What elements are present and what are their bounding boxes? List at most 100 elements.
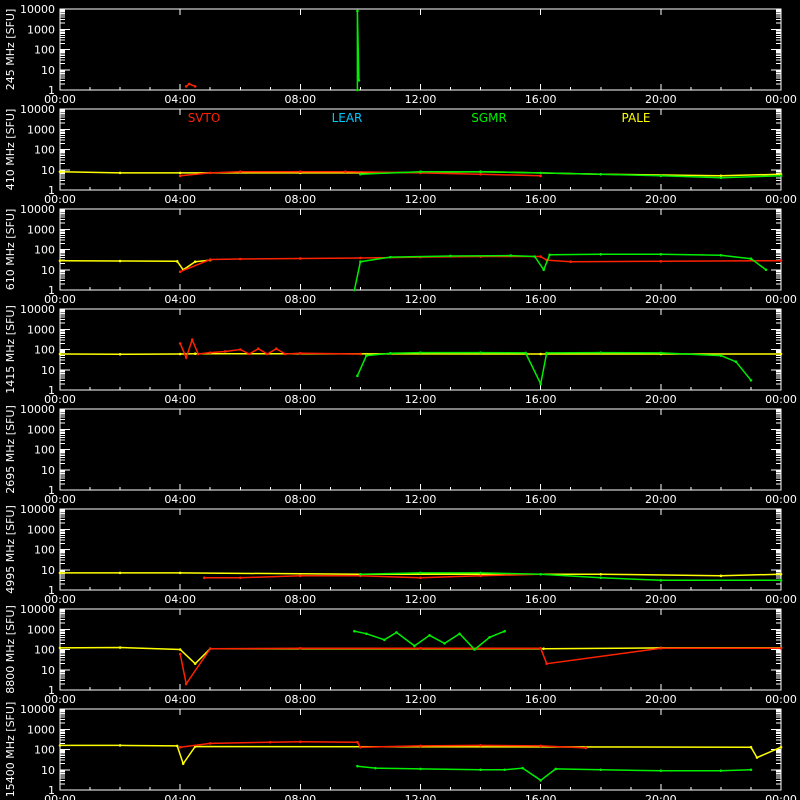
data-point-svto: [284, 352, 287, 356]
data-point-svto: [584, 746, 588, 750]
data-point-sgmr: [419, 571, 422, 575]
data-point-sgmr: [779, 579, 783, 582]
series-line-sgmr: [360, 170, 782, 179]
data-point-sgmr: [374, 766, 377, 770]
panel-7: 1 10 100 1000 10000 00:00 04:00 08:00 12:00 16:00…: [4, 603, 797, 706]
x-tick-label: 16:00: [525, 93, 557, 106]
data-point-svto: [238, 257, 242, 261]
y-tick-label: 10000: [20, 503, 55, 516]
x-tick-label: 00:00: [765, 193, 797, 206]
x-tick-label: 00:00: [765, 493, 797, 506]
y-tick-label: 10000: [20, 603, 55, 616]
x-tick-label: 12:00: [405, 293, 437, 306]
y-axis-label: 245 MHz [SFU]: [4, 9, 17, 90]
data-point-sgmr: [479, 768, 482, 772]
data-point-svto: [178, 745, 182, 749]
data-point-sgmr: [533, 255, 536, 258]
data-point-sgmr: [659, 769, 663, 772]
x-tick-label: 12:00: [405, 393, 437, 406]
y-tick-label: 100: [34, 344, 55, 357]
data-point-pale: [749, 745, 753, 749]
y-tick-label: 10000: [20, 303, 55, 316]
data-point-sgmr: [458, 632, 461, 636]
data-point-svto: [299, 351, 302, 355]
x-tick-label: 16:00: [525, 393, 557, 406]
data-point-pale: [58, 744, 62, 747]
data-point-svto: [238, 348, 242, 351]
x-tick-label: 00:00: [765, 593, 797, 606]
data-point-sgmr: [539, 572, 542, 576]
y-tick-label: 1: [48, 284, 55, 297]
data-point-svto: [265, 352, 269, 356]
series-line-sgmr: [357, 765, 752, 782]
y-axis-label: 15400 MHz [SFU]: [4, 702, 17, 797]
data-point-sgmr: [365, 632, 368, 636]
data-point-sgmr: [539, 779, 542, 782]
data-point-sgmr: [359, 260, 362, 263]
data-point-svto: [208, 171, 212, 175]
data-point-svto: [299, 574, 302, 578]
data-point-pale: [118, 259, 122, 263]
x-tick-label: 12:00: [405, 693, 437, 706]
data-point-sgmr: [356, 374, 359, 378]
data-point-sgmr: [359, 572, 362, 576]
data-point-sgmr: [659, 351, 663, 355]
data-point-svto: [479, 574, 482, 578]
data-point-svto: [539, 174, 542, 178]
data-point-sgmr: [356, 764, 359, 768]
series-line-pale: [59, 646, 781, 665]
data-point-pale: [193, 662, 197, 665]
y-tick-label: 1: [48, 784, 55, 797]
data-point-sgmr: [488, 636, 491, 639]
y-axis-label: 610 MHz [SFU]: [4, 209, 17, 290]
y-tick-label: 10: [41, 64, 55, 77]
x-tick-label: 20:00: [645, 293, 677, 306]
x-tick-label: 00:00: [44, 393, 76, 406]
y-tick-label: 10: [41, 364, 55, 377]
data-point-pale: [779, 572, 783, 576]
data-point-svto: [539, 646, 542, 650]
data-point-svto: [268, 740, 272, 744]
x-tick-label: 04:00: [164, 693, 196, 706]
data-point-svto: [299, 257, 302, 260]
x-tick-label: 04:00: [164, 393, 196, 406]
y-tick-label: 100: [34, 44, 55, 57]
series-line-pale: [60, 744, 782, 766]
data-point-sgmr: [749, 257, 753, 261]
y-tick-label: 100: [34, 244, 55, 257]
y-axis-label: 8800 MHz [SFU]: [4, 605, 17, 693]
data-point-sgmr: [719, 769, 723, 772]
series-line-pale: [60, 572, 782, 577]
data-point-sgmr: [503, 768, 506, 772]
y-tick-label: 10000: [20, 3, 55, 16]
data-point-sgmr: [479, 351, 482, 354]
data-point-svto: [256, 347, 260, 350]
y-tick-label: 100: [34, 144, 55, 157]
data-point-pale: [58, 352, 62, 356]
legend-entry-lear: LEAR: [332, 111, 363, 125]
data-point-svto: [247, 352, 251, 356]
data-point-pale: [118, 171, 122, 175]
data-point-svto: [659, 260, 663, 263]
x-tick-label: 04:00: [164, 493, 196, 506]
data-point-pale: [175, 744, 179, 748]
data-point-svto: [187, 82, 191, 86]
data-point-sgmr: [734, 360, 738, 363]
panel-3: 1 10 100 1000 10000 00:00 04:00 08:00 12:00 16:00…: [4, 203, 797, 306]
y-tick-label: 10000: [20, 103, 55, 116]
y-tick-label: 10000: [20, 403, 55, 416]
y-tick-label: 10: [41, 464, 55, 477]
data-point-pale: [719, 174, 723, 178]
data-point-pale: [118, 571, 122, 575]
x-tick-label: 04:00: [164, 93, 196, 106]
y-tick-label: 1000: [27, 623, 55, 636]
x-tick-label: 20:00: [645, 93, 677, 106]
data-point-sgmr: [539, 382, 542, 386]
data-point-sgmr: [659, 174, 663, 178]
series-line-svto: [180, 170, 541, 177]
x-tick-label: 16:00: [525, 593, 557, 606]
legend-entry-svto: SVTO: [188, 111, 221, 125]
data-point-sgmr: [599, 576, 603, 580]
